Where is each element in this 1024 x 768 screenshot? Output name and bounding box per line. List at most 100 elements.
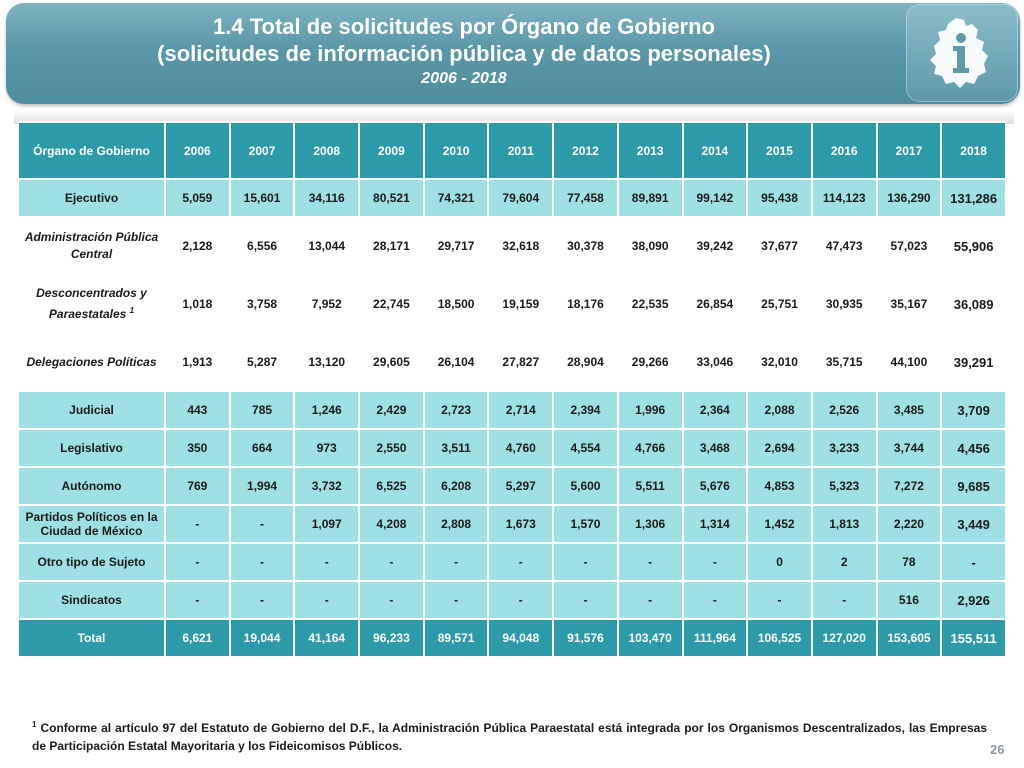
table-cell: -: [616, 580, 684, 620]
table-cell: 3,732: [293, 466, 361, 506]
table-cell: 18,500: [422, 274, 490, 334]
table-cell: 1,097: [293, 504, 361, 544]
table-cell: -: [228, 504, 296, 544]
table-cell: 3,758: [228, 274, 296, 334]
table-cell: 153,605: [875, 618, 943, 658]
header-organo-label: Órgano de Gobierno: [33, 143, 150, 158]
table-cell: 96,233: [358, 618, 425, 658]
table-cell: 91,576: [552, 618, 619, 658]
table-cell: 1,018: [164, 274, 231, 334]
table-cell: 30,378: [552, 216, 619, 276]
table-cell: 0: [746, 542, 813, 582]
table-cell: 7,272: [875, 466, 943, 506]
table-cell: 19,159: [487, 274, 555, 334]
table-cell: 1,673: [487, 504, 555, 544]
header-year: 2013: [616, 121, 684, 180]
table-cell: 785: [228, 390, 296, 430]
year-range: 2006 - 2018: [421, 70, 507, 87]
table-cell: 2,364: [681, 390, 749, 430]
table-row: Judicial 443 785 1,246 2,429 2,723 2,714 2,394 1…: [17, 390, 1007, 430]
table-cell: 19,044: [228, 618, 296, 658]
table-cell: 35,167: [875, 274, 943, 334]
table-cell: 29,605: [358, 332, 425, 392]
city-map-info-icon: [930, 18, 988, 88]
table-cell: 26,854: [681, 274, 749, 334]
row-label: Total: [17, 618, 166, 658]
table-cell: 114,123: [810, 178, 878, 218]
header-banner: 1.4 Total de solicitudes por Órgano de G…: [6, 3, 1020, 104]
table-cell: 4,456: [940, 428, 1007, 468]
table-cell: -: [358, 542, 425, 582]
table-cell: 131,286: [940, 178, 1007, 218]
table-cell: -: [681, 580, 749, 620]
table-cell: -: [552, 542, 619, 582]
table-cell: 3,449: [940, 504, 1007, 544]
table-cell: -: [487, 580, 555, 620]
table-cell: 516: [875, 580, 943, 620]
table-cell: 350: [164, 428, 231, 468]
table-cell: 2,550: [358, 428, 425, 468]
table-cell: 89,891: [616, 178, 684, 218]
table-cell: 39,291: [940, 332, 1007, 392]
table-cell: 2,128: [164, 216, 231, 276]
row-label: Sindicatos: [17, 580, 166, 620]
row-label: Desconcentrados y Paraestatales 1: [17, 274, 166, 334]
row-label-text: Desconcentrados y Paraestatales: [36, 286, 147, 321]
table-cell: 13,120: [293, 332, 361, 392]
table-total-row: Total 6,621 19,044 41,164 96,233 89,571 94,048…: [17, 618, 1007, 658]
table-cell: 1,570: [552, 504, 619, 544]
table-cell: 28,171: [358, 216, 425, 276]
table-cell: 74,321: [422, 178, 490, 218]
table-cell: 3,511: [422, 428, 490, 468]
table-cell: 155,511: [940, 618, 1007, 658]
table-cell: 30,935: [810, 274, 878, 334]
table-cell: 769: [164, 466, 231, 506]
table-cell: 47,473: [810, 216, 878, 276]
table-cell: 29,717: [422, 216, 490, 276]
table-row: Autónomo 769 1,994 3,732 6,525 6,208 5,297 5,60…: [17, 466, 1007, 506]
table-cell: 973: [293, 428, 361, 468]
header-year: 2017: [875, 121, 943, 180]
table-cell: 103,470: [616, 618, 684, 658]
table-cell: 27,827: [487, 332, 555, 392]
table-cell: 39,242: [681, 216, 749, 276]
table-cell: -: [164, 580, 231, 620]
table-cell: 4,208: [358, 504, 425, 544]
table-cell: 2,714: [487, 390, 555, 430]
row-label: Ejecutivo: [17, 178, 166, 218]
table-cell: 95,438: [746, 178, 813, 218]
title-block: 1.4 Total de solicitudes por Órgano de G…: [6, 13, 922, 90]
table-cell: 2,429: [358, 390, 425, 430]
header-year: 2014: [681, 121, 749, 180]
table-cell: -: [940, 542, 1007, 582]
header-year: 2012: [552, 121, 619, 180]
table-cell: 2,694: [746, 428, 813, 468]
table-cell: 111,964: [681, 618, 749, 658]
table-cell: 6,556: [228, 216, 296, 276]
table-cell: 32,010: [746, 332, 813, 392]
row-label: Legislativo: [17, 428, 166, 468]
table-cell: 5,059: [164, 178, 231, 218]
table-cell: -: [164, 504, 231, 544]
table-cell: 5,511: [616, 466, 684, 506]
row-label: Autónomo: [17, 466, 166, 506]
row-label-text: Delegaciones Políticas: [26, 354, 157, 369]
header-year: 2009: [358, 121, 425, 180]
table-cell: 13,044: [293, 216, 361, 276]
table-cell: 2,926: [940, 580, 1007, 620]
table-cell: -: [228, 580, 296, 620]
table-cell: 38,090: [616, 216, 684, 276]
table-cell: 77,458: [552, 178, 619, 218]
table-cell: 34,116: [293, 178, 361, 218]
table-cell: 29,266: [616, 332, 684, 392]
table-cell: 2,394: [552, 390, 619, 430]
table-cell: 4,853: [746, 466, 813, 506]
row-label: Delegaciones Políticas: [17, 332, 166, 392]
table-header-row: Órgano de Gobierno 2006 2007 2008 2009 2…: [17, 121, 1007, 180]
table-cell: 6,208: [422, 466, 490, 506]
header-year: 2010: [422, 121, 490, 180]
table-cell: 22,745: [358, 274, 425, 334]
row-label-text: Autónomo: [61, 479, 122, 493]
header-organo: Órgano de Gobierno: [17, 121, 166, 180]
footnote-text: Conforme al artículo 97 del Estatuto de …: [32, 721, 987, 753]
